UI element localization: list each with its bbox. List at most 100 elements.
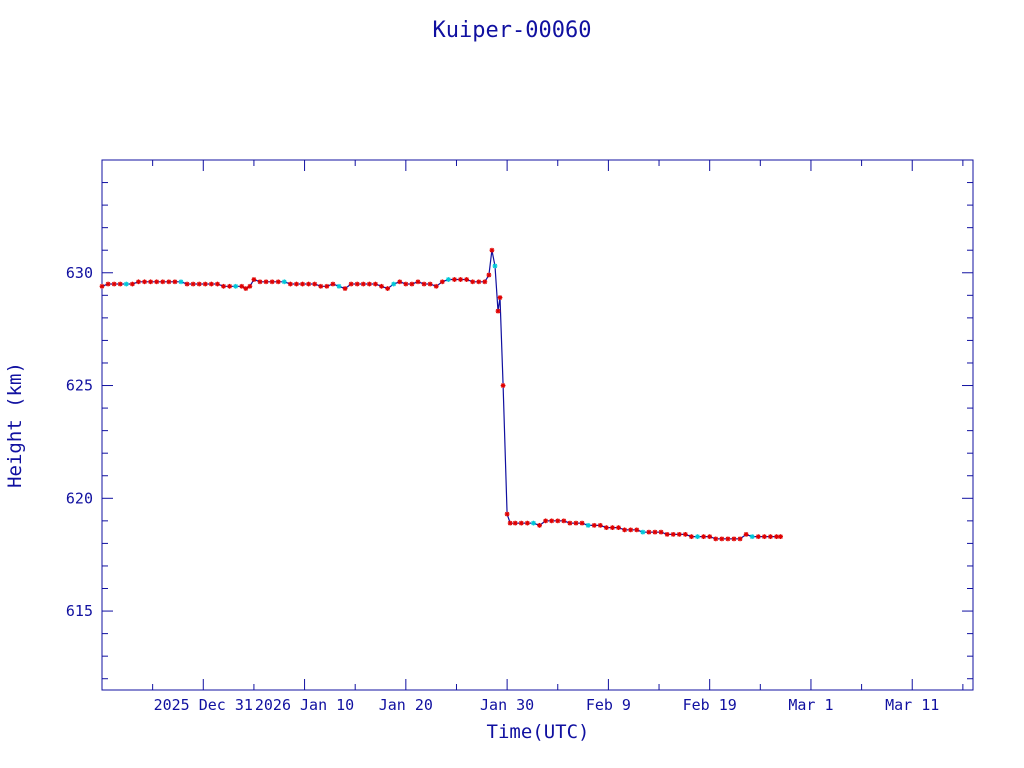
data-point: [263, 279, 269, 285]
data-point: [682, 531, 688, 537]
data-point: [731, 536, 737, 542]
data-point: [148, 279, 154, 285]
data-point: [379, 283, 384, 289]
data-point: [640, 529, 646, 535]
data-point: [743, 531, 749, 537]
data-point: [512, 520, 518, 526]
data-point: [348, 281, 354, 287]
data-point: [719, 536, 725, 542]
data-point: [294, 281, 299, 287]
data-point: [591, 522, 597, 528]
data-point: [755, 534, 761, 540]
data-point: [178, 279, 184, 285]
data-point: [774, 534, 779, 540]
data-point: [543, 518, 549, 524]
data-point: [403, 281, 409, 287]
data-point: [482, 279, 488, 285]
data-point: [652, 529, 658, 535]
data-point: [366, 281, 372, 287]
data-point: [573, 520, 579, 526]
data-point: [497, 295, 503, 300]
axis-ticks: [102, 159, 973, 690]
data-point: [713, 536, 719, 542]
data-point: [184, 281, 190, 287]
data-point: [300, 281, 305, 287]
data-point: [561, 518, 567, 524]
data-point: [555, 518, 561, 524]
data-point: [725, 536, 731, 542]
data-point: [524, 520, 530, 526]
data-point: [701, 534, 706, 540]
data-markers: [99, 247, 783, 542]
data-point: [324, 283, 330, 289]
data-point: [549, 518, 555, 524]
x-axis-label: Time(UTC): [487, 721, 590, 743]
data-point: [360, 281, 366, 287]
data-point: [433, 283, 439, 289]
data-point: [476, 279, 482, 285]
data-point: [312, 281, 318, 287]
y-axis-label: Height (km): [4, 362, 26, 488]
data-point: [427, 281, 433, 287]
data-point: [336, 283, 342, 289]
data-point: [421, 281, 427, 287]
data-point: [464, 277, 470, 282]
data-point: [616, 525, 621, 531]
data-point: [269, 279, 275, 285]
x-tick-labels: 2025 Dec 31 2026 Jan 10 Jan 20 Jan 30 Feb 9 F…: [154, 696, 940, 714]
data-point: [500, 383, 506, 388]
data-point: [646, 529, 652, 535]
data-point: [330, 281, 336, 287]
data-point: [658, 529, 664, 535]
data-point: [257, 279, 263, 285]
y-tick-label: 615: [66, 602, 93, 620]
data-point: [567, 520, 573, 526]
data-point: [486, 272, 492, 278]
data-point: [111, 281, 117, 287]
x-tick-label: 2026 Jan 10: [255, 696, 354, 714]
data-point: [439, 279, 445, 285]
data-point: [142, 279, 147, 285]
data-point: [470, 279, 476, 285]
data-point: [610, 525, 615, 531]
data-point: [664, 531, 670, 537]
data-point: [154, 279, 160, 285]
data-point: [397, 279, 403, 285]
data-point: [670, 531, 676, 537]
data-point: [458, 277, 463, 282]
data-point: [129, 281, 135, 287]
data-point: [123, 281, 129, 287]
data-point: [306, 281, 312, 287]
data-point: [227, 283, 233, 289]
x-tick-label: 2025 Dec 31: [154, 696, 253, 714]
series-line: [101, 250, 781, 540]
data-point: [695, 534, 700, 540]
data-point: [202, 281, 208, 287]
x-tick-label: Feb 9: [586, 696, 631, 714]
data-point: [196, 281, 202, 287]
data-point: [251, 277, 257, 282]
chart-title: Kuiper-00060: [433, 18, 592, 43]
data-point: [190, 281, 196, 287]
data-point: [518, 520, 524, 526]
data-point: [749, 534, 755, 540]
data-point: [778, 534, 783, 540]
y-tick-label: 620: [66, 489, 93, 507]
y-tick-label: 625: [66, 377, 93, 395]
x-tick-label: Jan 30: [480, 696, 534, 714]
data-point: [531, 520, 536, 526]
data-point: [354, 281, 360, 287]
data-point: [495, 308, 501, 314]
data-point: [489, 247, 495, 253]
data-point: [628, 527, 634, 533]
data-point: [275, 279, 281, 285]
data-point: [342, 286, 348, 291]
x-tick-label: Mar 11: [885, 696, 939, 714]
data-point: [579, 520, 585, 526]
data-point: [768, 534, 773, 540]
data-point: [281, 279, 287, 285]
data-point: [452, 277, 457, 282]
data-point: [761, 534, 767, 540]
data-point: [622, 527, 627, 533]
